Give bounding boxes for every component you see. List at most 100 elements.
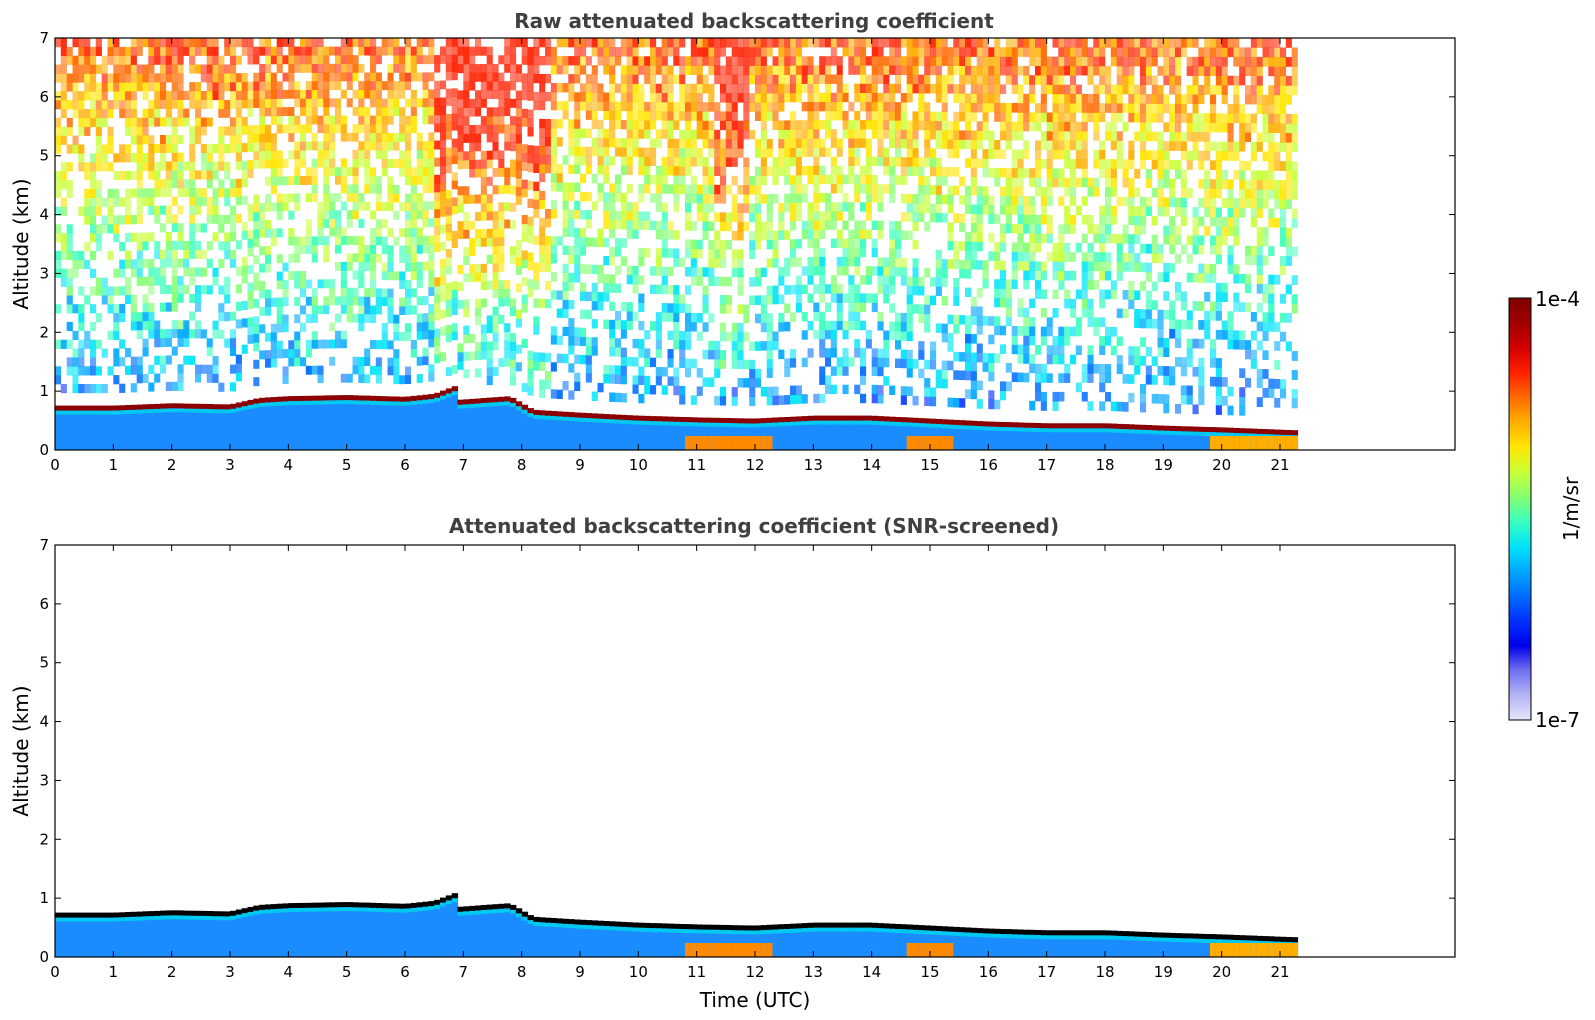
noise-cell bbox=[731, 175, 738, 186]
noise-cell bbox=[871, 111, 878, 121]
noise-cell bbox=[883, 111, 890, 121]
layer-cell bbox=[463, 399, 470, 405]
noise-cell bbox=[300, 322, 307, 332]
noise-cell bbox=[550, 146, 557, 156]
noise-cell bbox=[200, 126, 207, 136]
noise-cell bbox=[434, 209, 441, 218]
noise-cell bbox=[451, 63, 458, 72]
noise-cell bbox=[136, 232, 143, 242]
noise-cell bbox=[854, 348, 861, 358]
noise-cell bbox=[685, 157, 692, 167]
bl-edge-cell bbox=[836, 419, 844, 425]
noise-cell bbox=[160, 143, 167, 153]
noise-cell bbox=[784, 129, 791, 140]
noise-cell bbox=[1058, 280, 1065, 290]
noise-cell bbox=[755, 194, 762, 204]
noise-cell bbox=[434, 89, 441, 99]
noise-cell bbox=[755, 378, 762, 388]
noise-cell bbox=[871, 293, 878, 303]
noise-cell bbox=[515, 239, 522, 249]
noise-cell bbox=[241, 257, 248, 267]
noise-cell bbox=[498, 263, 505, 272]
noise-cell bbox=[95, 82, 102, 92]
noise-cell bbox=[1058, 112, 1065, 123]
noise-cell bbox=[160, 285, 167, 295]
noise-cell bbox=[305, 245, 312, 254]
noise-cell bbox=[842, 247, 849, 258]
noise-cell bbox=[55, 250, 62, 261]
noise-cell bbox=[480, 341, 487, 351]
noise-cell bbox=[95, 242, 102, 252]
noise-cell bbox=[574, 110, 581, 120]
noise-cell bbox=[574, 354, 581, 364]
noise-cell bbox=[95, 366, 102, 376]
layer-cell bbox=[644, 415, 651, 421]
noise-cell bbox=[737, 129, 744, 140]
noise-cell bbox=[66, 46, 73, 57]
noise-cell bbox=[445, 282, 452, 292]
noise-cell bbox=[860, 393, 867, 404]
noise-cell bbox=[807, 111, 814, 121]
noise-cell bbox=[1046, 56, 1053, 67]
noise-cell bbox=[451, 155, 458, 165]
noise-cell bbox=[550, 236, 557, 246]
noise-cell bbox=[1075, 345, 1082, 355]
noise-cell bbox=[638, 83, 645, 93]
bl-edge-cell bbox=[1000, 426, 1007, 431]
noise-cell bbox=[924, 129, 931, 140]
noise-cell bbox=[125, 286, 132, 296]
noise-cell bbox=[84, 339, 91, 349]
noise-cell bbox=[959, 268, 966, 279]
noise-cell bbox=[615, 392, 622, 403]
noise-cell bbox=[364, 201, 371, 211]
noise-cell bbox=[772, 166, 779, 176]
bl-cell bbox=[504, 404, 511, 450]
noise-cell bbox=[387, 297, 394, 307]
noise-cell bbox=[970, 352, 977, 363]
noise-cell bbox=[113, 91, 120, 101]
noise-cell bbox=[527, 216, 534, 226]
noise-cell bbox=[177, 46, 184, 56]
noise-cell bbox=[737, 267, 744, 278]
noise-cell bbox=[136, 73, 143, 83]
noise-cell bbox=[661, 220, 668, 231]
noise-cell bbox=[778, 102, 785, 112]
noise-cell bbox=[510, 202, 517, 212]
noise-cell bbox=[795, 166, 802, 176]
noise-cell bbox=[941, 360, 948, 370]
noise-cell bbox=[405, 46, 412, 56]
noise-cell bbox=[148, 73, 155, 83]
noise-cell bbox=[416, 244, 423, 254]
noise-cell bbox=[1017, 307, 1024, 318]
noise-cell bbox=[842, 174, 849, 185]
noise-cell bbox=[364, 296, 371, 306]
noise-cell bbox=[235, 266, 242, 276]
noise-cell bbox=[235, 82, 242, 92]
noise-cell bbox=[434, 328, 441, 338]
noise-cell bbox=[778, 166, 785, 176]
noise-cell bbox=[1017, 47, 1024, 57]
noise-cell bbox=[381, 219, 388, 229]
noise-cell bbox=[585, 192, 592, 202]
noise-cell bbox=[492, 280, 499, 290]
noise-cell bbox=[714, 276, 721, 287]
bl-edge-cell bbox=[784, 421, 791, 426]
noise-cell bbox=[410, 107, 417, 116]
noise-cell bbox=[550, 119, 557, 129]
noise-cell bbox=[1017, 130, 1024, 141]
noise-cell bbox=[813, 247, 820, 258]
noise-cell bbox=[352, 313, 359, 323]
noise-cell bbox=[807, 74, 814, 84]
noise-cell bbox=[206, 241, 213, 251]
noise-cell bbox=[661, 74, 668, 84]
noise-cell bbox=[766, 359, 773, 369]
bl-edge-cell bbox=[1023, 426, 1030, 432]
noise-cell bbox=[918, 56, 925, 66]
noise-cell bbox=[603, 156, 610, 166]
noise-cell bbox=[428, 166, 435, 176]
noise-cell bbox=[708, 221, 715, 231]
noise-cell bbox=[457, 203, 464, 213]
noise-cell bbox=[154, 276, 161, 286]
bl-cell bbox=[1023, 430, 1030, 450]
noise-cell bbox=[941, 213, 948, 223]
